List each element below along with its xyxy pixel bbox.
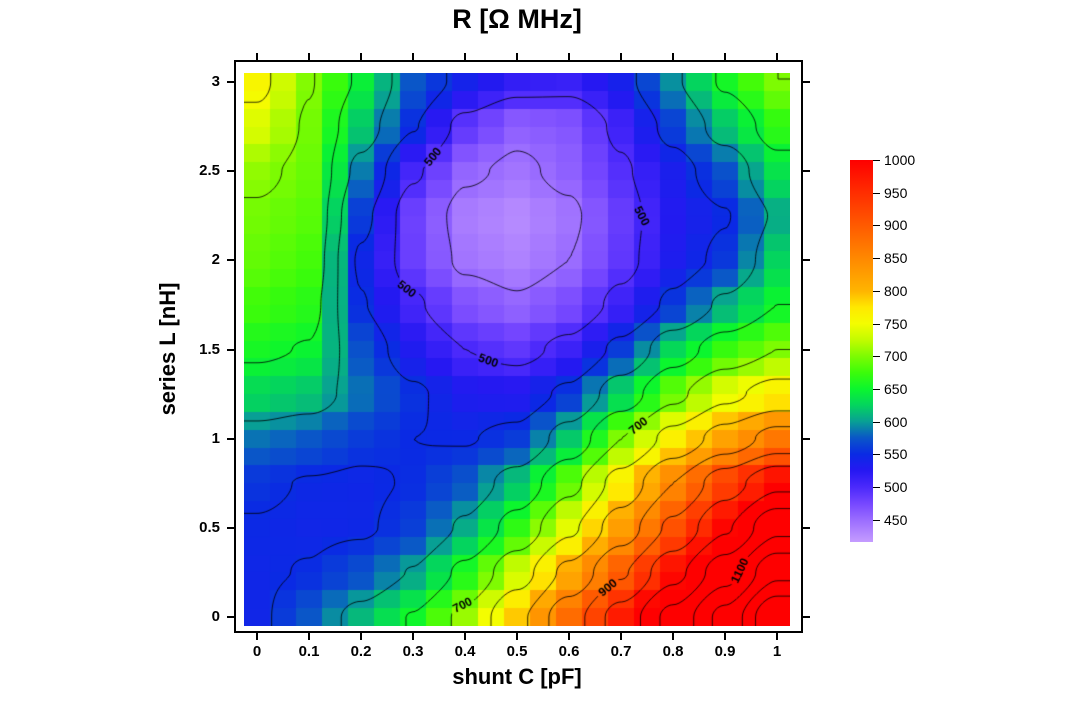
x-tick-label: 0.8 [662, 643, 684, 660]
y-tick [227, 526, 234, 529]
colorbar-tick-label: 500 [884, 479, 908, 496]
y-tick-right [803, 526, 810, 529]
x-tick-label: 0 [252, 643, 262, 660]
y-tick-label: 1 [211, 429, 220, 447]
x-tick-label: 0.7 [610, 643, 632, 660]
y-tick-right [803, 437, 810, 440]
y-tick-right [803, 80, 810, 83]
y-tick [227, 437, 234, 440]
x-tick-label: 0.9 [714, 643, 736, 660]
x-tick [724, 633, 726, 640]
colorbar-tick-label: 550 [884, 446, 908, 463]
colorbar-tick-label: 850 [884, 250, 908, 267]
heatmap-canvas [244, 73, 790, 626]
x-tick-top [724, 53, 726, 60]
colorbar-tick [873, 258, 880, 260]
y-tick-label: 3 [211, 72, 220, 90]
x-tick-top [672, 53, 674, 60]
x-axis-label: shunt C [pF] [452, 664, 582, 689]
x-tick [568, 633, 570, 640]
y-tick-label: 2.5 [199, 162, 220, 180]
y-tick [227, 259, 234, 262]
x-tick [412, 633, 414, 640]
x-tick [256, 633, 258, 640]
colorbar-tick-label: 1000 [884, 152, 916, 168]
x-tick [776, 633, 778, 640]
y-tick-label: 0.5 [199, 518, 220, 536]
x-tick [464, 633, 466, 640]
y-tick-right [803, 616, 810, 619]
x-tick-label: 0.5 [506, 643, 528, 660]
y-tick [227, 348, 234, 351]
x-tick-label: 0.2 [350, 643, 372, 660]
x-tick-top [308, 53, 310, 60]
colorbar-tick [873, 388, 880, 390]
x-tick-top [256, 53, 258, 60]
colorbar-gradient [850, 160, 873, 542]
colorbar-tick-label: 900 [884, 217, 908, 234]
y-tick [227, 170, 234, 173]
x-tick-top [412, 53, 414, 60]
colorbar-tick [873, 487, 880, 489]
colorbar-tick-label: 750 [884, 315, 908, 332]
x-tick-label: 0.6 [558, 643, 580, 660]
y-tick [227, 616, 234, 619]
x-tick-top [776, 53, 778, 60]
y-axis-label: series L [nH] [155, 282, 180, 416]
colorbar-tick [873, 356, 880, 358]
colorbar-tick-label: 450 [884, 511, 908, 528]
colorbar-tick-label: 950 [884, 184, 908, 201]
x-tick-top [620, 53, 622, 60]
y-tick-right [803, 170, 810, 173]
colorbar-tick [873, 454, 880, 456]
x-tick [360, 633, 362, 640]
colorbar-tick [873, 225, 880, 227]
x-tick [672, 633, 674, 640]
colorbar-tick [873, 323, 880, 325]
y-tick-label: 0 [211, 608, 220, 626]
colorbar-tick-label: 800 [884, 282, 908, 299]
y-tick [227, 80, 234, 83]
y-tick-right [803, 348, 810, 351]
colorbar-tick [873, 519, 880, 521]
x-tick-top [516, 53, 518, 60]
x-tick-top [464, 53, 466, 60]
y-tick-right [803, 259, 810, 262]
x-tick [620, 633, 622, 640]
plot-frame [234, 60, 803, 633]
x-tick-top [568, 53, 570, 60]
x-tick-top [360, 53, 362, 60]
chart-title: R [Ω MHz] [452, 4, 582, 34]
colorbar-tick [873, 160, 880, 161]
y-tick-label: 2 [211, 251, 220, 269]
colorbar-tick-label: 650 [884, 380, 908, 397]
x-tick-label: 0.3 [402, 643, 424, 660]
x-tick [516, 633, 518, 640]
x-tick-label: 1 [772, 643, 782, 660]
colorbar-tick-label: 600 [884, 413, 908, 430]
colorbar-tick [873, 290, 880, 292]
x-tick-label: 0.4 [454, 643, 476, 660]
y-tick-label: 1.5 [199, 340, 220, 358]
colorbar-tick [873, 192, 880, 194]
x-tick [308, 633, 310, 640]
colorbar-tick-label: 700 [884, 348, 908, 365]
x-tick-label: 0.1 [298, 643, 320, 660]
colorbar-tick [873, 421, 880, 423]
